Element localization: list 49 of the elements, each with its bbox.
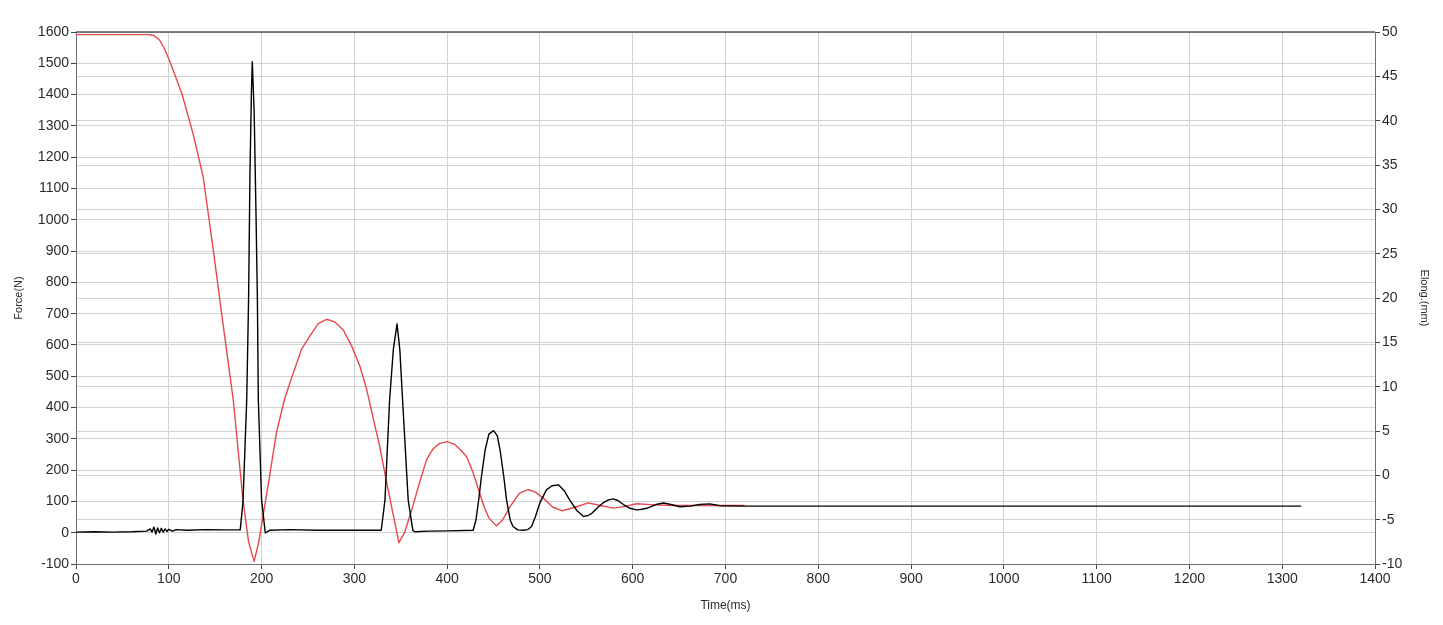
y-axis-title: Force(N) <box>11 276 24 320</box>
y2-axis-title: Elong.(mm) <box>1419 269 1432 327</box>
y2-tick-label: 10 <box>1382 377 1398 394</box>
y-tick-label: 200 <box>45 460 70 477</box>
y-tick-label: 100 <box>45 492 70 509</box>
y-tick-label: 400 <box>45 398 70 415</box>
x-tick-label: 1300 <box>1266 570 1298 587</box>
x-tick-label: 100 <box>157 570 181 587</box>
y2-tick-label: 25 <box>1382 244 1398 261</box>
y2-tick-label: 30 <box>1382 200 1398 217</box>
y-tick-label: 1200 <box>37 148 70 165</box>
x-tick-label: 0 <box>72 570 81 587</box>
x-tick-label: 1000 <box>988 570 1020 587</box>
x-tick-label: 200 <box>249 570 274 587</box>
x-axis-title: Time(ms) <box>700 598 751 613</box>
x-tick-label: 600 <box>621 570 645 587</box>
x-tick-label: 1100 <box>1081 570 1112 587</box>
y2-tick-label: 0 <box>1382 466 1390 483</box>
y-tick-label: 1300 <box>37 116 70 133</box>
x-tick-label: 1200 <box>1173 570 1206 587</box>
y-tick-label: 300 <box>45 429 70 446</box>
y-tick-label: 500 <box>45 367 70 384</box>
y-tick-label: 700 <box>45 304 70 321</box>
y-tick-label: 1100 <box>38 179 70 196</box>
y2-tick-label: 40 <box>1382 111 1398 128</box>
y-tick-label: 1500 <box>37 54 70 71</box>
y-tick-label: 600 <box>45 335 70 352</box>
y2-tick-label: 15 <box>1382 333 1398 350</box>
x-tick-label: 300 <box>342 570 367 587</box>
x-tick-label: 400 <box>435 570 460 587</box>
y-tick-label: -100 <box>40 554 70 571</box>
y2-tick-label: -5 <box>1382 510 1395 527</box>
y2-tick-label: 45 <box>1382 67 1398 84</box>
y2-tick-label: 35 <box>1382 155 1398 172</box>
y-tick-label: 0 <box>61 523 70 540</box>
x-tick-label: 700 <box>713 570 738 587</box>
y2-tick-label: 5 <box>1382 421 1390 438</box>
x-tick-label: 800 <box>806 570 831 587</box>
y-tick-label: 900 <box>45 241 70 258</box>
y2-tick-label: 20 <box>1382 288 1398 305</box>
x-tick-label: 1400 <box>1359 570 1391 587</box>
x-tick-label: 500 <box>528 570 552 587</box>
y-tick-label: 1000 <box>37 210 70 227</box>
y2-tick-label: -10 <box>1382 554 1403 571</box>
x-tick-label: 900 <box>899 570 923 587</box>
y2-tick-label: 50 <box>1382 22 1398 39</box>
y-tick-label: 800 <box>45 273 70 290</box>
y-tick-label: 1400 <box>37 85 70 102</box>
y-tick-label: 1600 <box>37 22 70 39</box>
